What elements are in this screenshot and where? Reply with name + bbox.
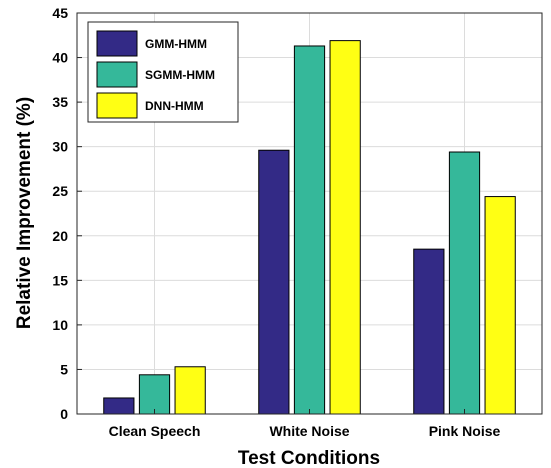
y-tick-label: 0 [60,406,68,422]
y-tick-label: 40 [52,50,68,66]
bar-sgmm-hmm-pink-noise [448,151,481,415]
y-tick-label: 20 [52,228,68,244]
y-tick-label: 45 [52,5,68,21]
bar-dnn-hmm-pink-noise [484,196,516,415]
legend-swatch [96,30,138,57]
y-axis-title: Relative Improvement (%) [14,97,35,329]
y-tick-label: 30 [52,139,68,155]
bar-sgmm-hmm-clean-speech [138,374,171,415]
x-tick-label: Pink Noise [429,423,501,439]
legend-label: DNN-HMM [145,99,204,113]
bar-dnn-hmm-white-noise [329,40,361,415]
y-tick-label: 5 [60,361,68,377]
legend-swatch [96,92,138,119]
legend-swatch [96,61,138,88]
y-axis-ticks: 0 5 10 15 20 25 30 35 40 45 [52,5,82,422]
bar-dnn-hmm-clean-speech [174,366,206,415]
bars [103,40,516,415]
bar-gmm-hmm-clean-speech [103,397,135,415]
bar-gmm-hmm-white-noise [258,149,290,415]
x-axis-title: Test Conditions [238,448,380,468]
bar-sgmm-hmm-white-noise [293,45,326,415]
x-tick-label: Clean Speech [109,423,201,439]
y-tick-label: 10 [52,317,68,333]
legend: GMM-HMM SGMM-HMM DNN-HMM [87,21,239,123]
x-axis-ticks: Clean Speech White Noise Pink Noise [109,409,501,439]
y-tick-label: 35 [52,94,68,110]
y-tick-label: 15 [52,272,68,288]
legend-label: SGMM-HMM [145,68,215,82]
y-tick-label: 25 [52,183,68,199]
x-tick-label: White Noise [269,423,349,439]
legend-label: GMM-HMM [145,37,207,51]
bar-gmm-hmm-pink-noise [413,248,445,415]
